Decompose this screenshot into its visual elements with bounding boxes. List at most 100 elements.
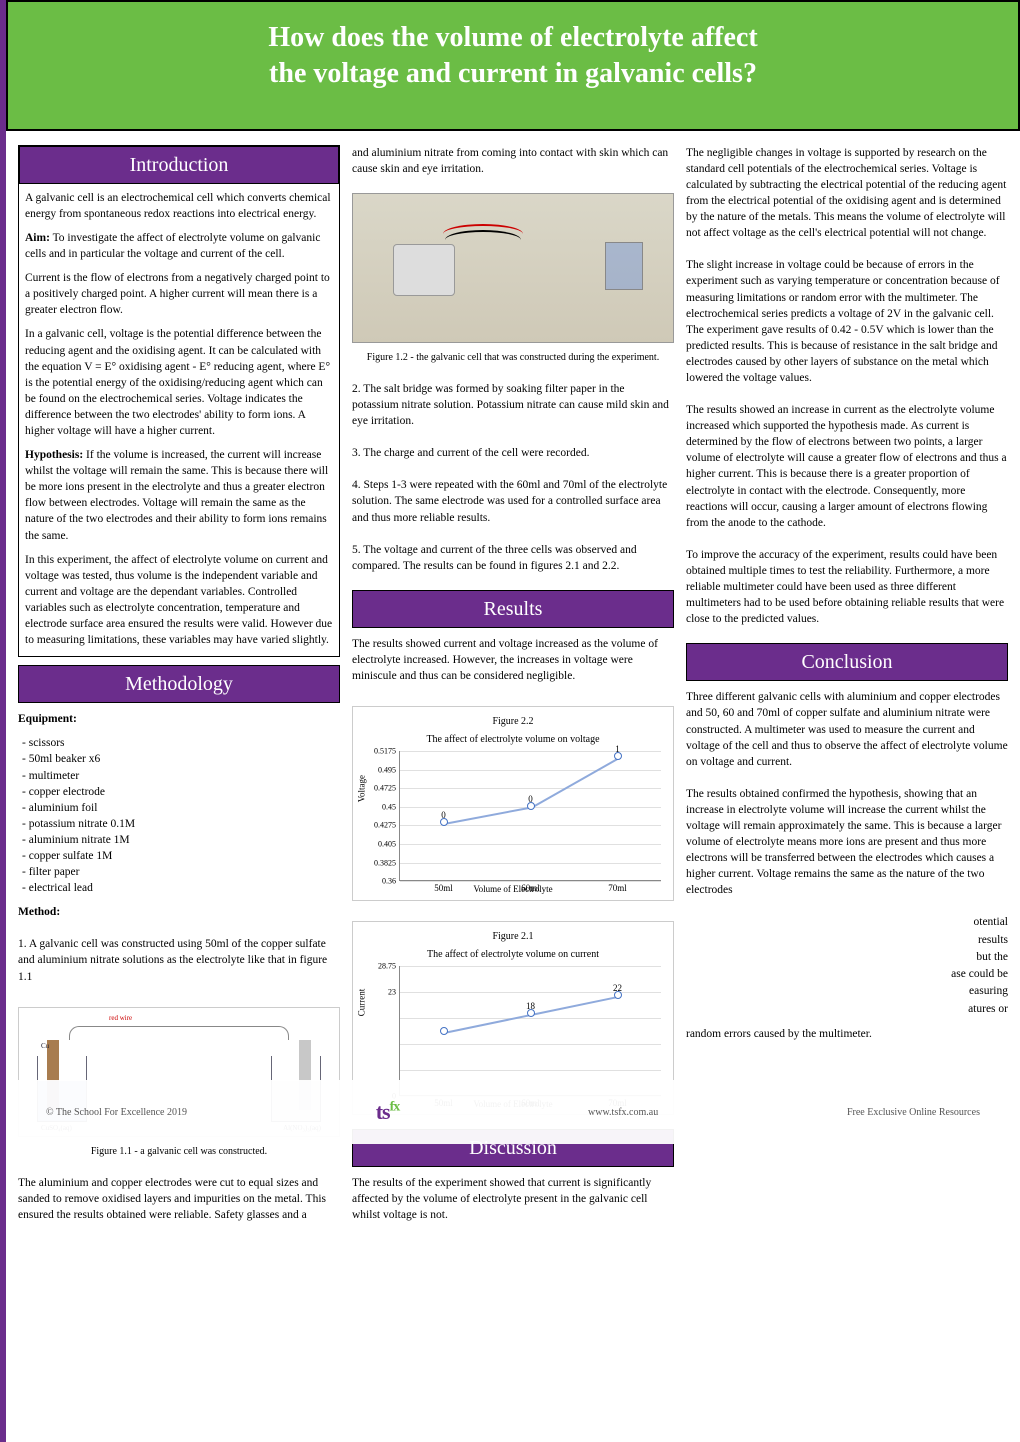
intro-box: Introduction A galvanic cell is an elect…	[18, 145, 340, 657]
equipment-item: multimeter	[22, 768, 340, 784]
c3-p2: The slight increase in voltage could be …	[686, 257, 1008, 386]
chart-line	[530, 996, 618, 1016]
col2-top: and aluminium nitrate from coming into c…	[352, 145, 674, 177]
conc2: The results obtained confirmed the hypot…	[686, 786, 1008, 899]
equipment-block: Equipment: scissors50ml beaker x6multime…	[18, 711, 340, 896]
equipment-label: Equipment:	[18, 713, 77, 725]
y-tick: 0.4725	[374, 783, 400, 794]
point-label: 18	[526, 1000, 535, 1013]
fig12-caption: Figure 1.2 - the galvanic cell that was …	[352, 351, 674, 365]
equipment-item: electrical lead	[22, 880, 340, 896]
fig11-caption: Figure 1.1 - a galvanic cell was constru…	[18, 1145, 340, 1159]
point-label: 0	[441, 809, 446, 822]
y-tick: 0.495	[378, 764, 400, 775]
logo-sup: fx	[390, 1100, 400, 1115]
frag-d: ase could be	[951, 968, 1008, 980]
c3-p1: The negligible changes in voltage is sup…	[686, 145, 1008, 242]
columns: Introduction A galvanic cell is an elect…	[6, 131, 1020, 1244]
intro-title: Introduction	[19, 146, 339, 184]
column-left: Introduction A galvanic cell is an elect…	[18, 145, 340, 1232]
label-cu: Cu	[41, 1042, 49, 1052]
black-wire-icon	[445, 230, 521, 250]
equipment-item: aluminium foil	[22, 800, 340, 816]
equipment-item: copper electrode	[22, 784, 340, 800]
equipment-item: filter paper	[22, 864, 340, 880]
method-post1: The aluminium and copper electrodes were…	[18, 1175, 340, 1223]
discussion-p: The results of the experiment showed tha…	[352, 1175, 674, 1223]
step2: 2. The salt bridge was formed by soaking…	[352, 381, 674, 429]
point-label: 22	[613, 982, 622, 995]
voltage-fig-label: Figure 2.2	[357, 715, 669, 729]
title-line-2: the voltage and current in galvanic cell…	[269, 58, 757, 89]
chart-line	[530, 757, 618, 808]
poster-page: How does the volume of electrolyte affec…	[0, 0, 1020, 1442]
voltage-chart-title: The affect of electrolyte volume on volt…	[357, 733, 669, 747]
y-tick: 0.4275	[374, 820, 400, 831]
method-step-1: 1. A galvanic cell was constructed using…	[18, 936, 340, 984]
conclusion-title: Conclusion	[686, 643, 1008, 681]
frag-e: easuring	[969, 985, 1008, 997]
equipment-item: copper sulfate 1M	[22, 848, 340, 864]
equipment-item: scissors	[22, 735, 340, 751]
current-ylabel: Current	[356, 989, 369, 1017]
step5: 5. The voltage and current of the three …	[352, 542, 674, 574]
point-label: 1	[615, 743, 620, 756]
voltage-ylabel: Voltage	[356, 775, 369, 802]
x-tick: 50ml	[434, 880, 453, 895]
voltage-chart-area: Voltage 0.360.38250.4050.42750.450.47250…	[399, 751, 661, 881]
frag-f: atures or	[968, 1003, 1008, 1015]
current-chart-area: Current 02328.7550ml60ml70ml1822	[399, 966, 661, 1096]
method-title: Methodology	[18, 665, 340, 703]
step3: 3. The charge and current of the cell we…	[352, 445, 674, 461]
header: How does the volume of electrolyte affec…	[6, 0, 1020, 131]
c3-p4: To improve the accuracy of the experimen…	[686, 547, 1008, 627]
hyp-label: Hypothesis:	[25, 449, 83, 461]
frag-a: otential	[974, 916, 1009, 928]
results-p: The results showed current and voltage i…	[352, 636, 674, 684]
y-tick: 0.405	[378, 838, 400, 849]
title-line-1: How does the volume of electrolyte affec…	[268, 22, 757, 53]
point-label: 0	[528, 793, 533, 806]
aim-text: To investigate the affect of electrolyte…	[25, 232, 320, 260]
x-tick: 70ml	[608, 880, 627, 895]
chart-line	[443, 807, 531, 825]
equipment-list: scissors50ml beaker x6multimetercopper e…	[18, 735, 340, 896]
results-title: Results	[352, 590, 674, 628]
title: How does the volume of electrolyte affec…	[28, 20, 998, 93]
label-redwire: red wire	[109, 1014, 132, 1024]
y-tick: 23	[388, 986, 400, 997]
intro-p1: A galvanic cell is an electrochemical ce…	[25, 190, 333, 222]
y-tick: 0.3825	[374, 857, 400, 868]
frag-c: but the	[976, 951, 1008, 963]
watermark-mid: www.tsfx.com.au	[588, 1107, 658, 1118]
column-right: The negligible changes in voltage is sup…	[686, 145, 1008, 1232]
equipment-item: 50ml beaker x6	[22, 751, 340, 767]
y-tick: 0.45	[382, 801, 400, 812]
intro-aim: Aim: To investigate the affect of electr…	[25, 230, 333, 262]
intro-p2: Current is the flow of electrons from a …	[25, 270, 333, 318]
intro-hyp: Hypothesis: If the volume is increased, …	[25, 447, 333, 544]
watermark-bar: © The School For Excellence 2019 tsfx ww…	[6, 1080, 1020, 1144]
aim-label: Aim:	[25, 232, 50, 244]
salt-bridge-icon	[69, 1026, 289, 1040]
intro-p4: In this experiment, the affect of electr…	[25, 552, 333, 649]
logo-main: ts	[376, 1099, 390, 1124]
equipment-item: aluminium nitrate 1M	[22, 832, 340, 848]
frag-b: results	[978, 934, 1008, 946]
y-tick: 28.75	[378, 960, 400, 971]
chart-marker	[440, 1027, 448, 1035]
method-label: Method:	[18, 906, 60, 918]
conc4: random errors caused by the multimeter.	[686, 1026, 1008, 1042]
experiment-photo	[352, 193, 674, 343]
watermark-right: Free Exclusive Online Resources	[847, 1107, 980, 1118]
equipment-item: potassium nitrate 0.1M	[22, 816, 340, 832]
c3-p3: The results showed an increase in curren…	[686, 402, 1008, 531]
current-chart-title: The affect of electrolyte volume on curr…	[357, 948, 669, 962]
conc-fragments: otential results but the ase could be ea…	[686, 914, 1008, 1018]
voltage-chart: Figure 2.2 The affect of electrolyte vol…	[352, 706, 674, 901]
conc1: Three different galvanic cells with alum…	[686, 689, 1008, 769]
tsfx-logo: tsfx	[376, 1099, 400, 1125]
column-mid: and aluminium nitrate from coming into c…	[352, 145, 674, 1232]
hyp-text: If the volume is increased, the current …	[25, 449, 328, 541]
current-fig-label: Figure 2.1	[357, 930, 669, 944]
